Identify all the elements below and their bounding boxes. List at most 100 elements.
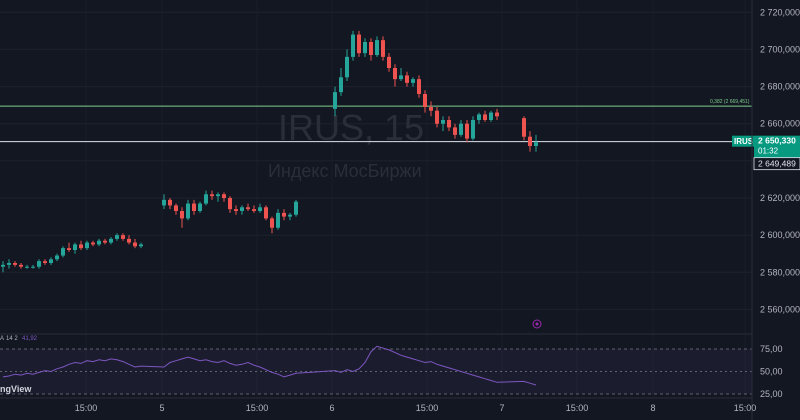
candle[interactable]	[133, 238, 137, 249]
candle[interactable]	[7, 259, 11, 269]
candle[interactable]	[459, 120, 463, 137]
candle[interactable]	[483, 110, 487, 122]
candle[interactable]	[528, 131, 532, 152]
candle[interactable]	[168, 198, 172, 210]
candle[interactable]	[198, 201, 202, 213]
candle[interactable]	[121, 233, 125, 241]
candle[interactable]	[441, 116, 445, 132]
candle[interactable]	[477, 112, 481, 124]
candle[interactable]	[240, 205, 244, 215]
candle[interactable]	[288, 212, 292, 221]
candle[interactable]	[534, 134, 538, 152]
candle[interactable]	[495, 108, 499, 120]
candle-body	[192, 203, 196, 211]
candle[interactable]	[180, 207, 184, 228]
candle[interactable]	[13, 261, 17, 267]
tradingview-logo-text[interactable]: ngView	[0, 384, 32, 394]
candle-body	[97, 240, 101, 245]
candle[interactable]	[264, 205, 268, 221]
candle[interactable]	[471, 116, 475, 141]
candle[interactable]	[186, 199, 190, 221]
candle[interactable]	[79, 240, 83, 250]
candle[interactable]	[31, 264, 35, 269]
rsi-legend-value: 41,92	[22, 336, 38, 342]
candles	[1, 30, 538, 273]
candle[interactable]	[204, 190, 208, 206]
candle[interactable]	[393, 64, 397, 87]
candle[interactable]	[162, 194, 166, 210]
candle[interactable]	[252, 205, 256, 213]
candle[interactable]	[369, 38, 373, 61]
candle[interactable]	[91, 240, 95, 247]
candle-body	[435, 110, 439, 124]
candle[interactable]	[411, 77, 415, 87]
candle[interactable]	[345, 49, 349, 81]
candle-body	[477, 114, 481, 120]
candle[interactable]	[522, 116, 526, 141]
candle[interactable]	[43, 259, 47, 265]
candle[interactable]	[381, 36, 385, 61]
candle[interactable]	[399, 68, 403, 81]
candle[interactable]	[339, 68, 343, 96]
candle[interactable]	[423, 90, 427, 113]
candle[interactable]	[276, 209, 280, 230]
candle-body	[471, 120, 475, 139]
candle[interactable]	[192, 199, 196, 215]
candle[interactable]	[210, 190, 214, 200]
candle[interactable]	[357, 30, 361, 57]
candle[interactable]	[333, 86, 337, 117]
candle-body	[234, 209, 238, 211]
candle[interactable]	[429, 101, 433, 117]
candle[interactable]	[228, 196, 232, 213]
candle-body	[61, 248, 65, 256]
candle[interactable]	[97, 238, 101, 247]
candle[interactable]	[489, 110, 493, 122]
candle[interactable]	[85, 240, 89, 250]
candle[interactable]	[387, 53, 391, 72]
candle[interactable]	[61, 246, 65, 258]
candle[interactable]	[453, 123, 457, 139]
event-marker[interactable]	[532, 319, 542, 329]
candle[interactable]	[37, 259, 41, 269]
candle[interactable]	[115, 233, 119, 241]
candle[interactable]	[234, 205, 238, 215]
candle[interactable]	[174, 203, 178, 215]
candle[interactable]	[67, 242, 71, 252]
fib-level-label: 0,382 (2 669,451)	[710, 99, 750, 105]
candle[interactable]	[49, 257, 53, 265]
candle[interactable]	[109, 237, 113, 245]
candle[interactable]	[405, 71, 409, 87]
candle[interactable]	[216, 192, 220, 202]
candle-body	[139, 244, 143, 247]
candle[interactable]	[103, 238, 107, 245]
candle-body	[115, 235, 119, 239]
candle[interactable]	[246, 203, 250, 211]
candle[interactable]	[270, 216, 274, 234]
price-tick-label: 2 600,000	[760, 230, 800, 240]
candle[interactable]	[73, 242, 77, 254]
candle-body	[357, 34, 361, 54]
watermark-symbol: IRUS, 15	[278, 107, 424, 148]
candle[interactable]	[435, 107, 439, 128]
candle[interactable]	[375, 36, 379, 57]
candle[interactable]	[363, 38, 367, 57]
candle[interactable]	[351, 30, 355, 61]
candle[interactable]	[55, 253, 59, 262]
candle[interactable]	[25, 264, 29, 269]
candle[interactable]	[417, 75, 421, 98]
candle[interactable]	[1, 261, 5, 273]
candle[interactable]	[282, 209, 286, 221]
rsi-tick-label: 50,00	[760, 367, 783, 377]
candle-body	[423, 94, 427, 107]
candle[interactable]	[222, 192, 226, 202]
candle[interactable]	[447, 116, 451, 132]
candle[interactable]	[465, 120, 469, 143]
candle[interactable]	[294, 199, 298, 217]
candle[interactable]	[127, 235, 131, 245]
candle[interactable]	[19, 263, 23, 269]
rsi-legend-period: 14 2	[6, 336, 18, 342]
candle[interactable]	[258, 203, 262, 213]
candle[interactable]	[139, 242, 143, 249]
